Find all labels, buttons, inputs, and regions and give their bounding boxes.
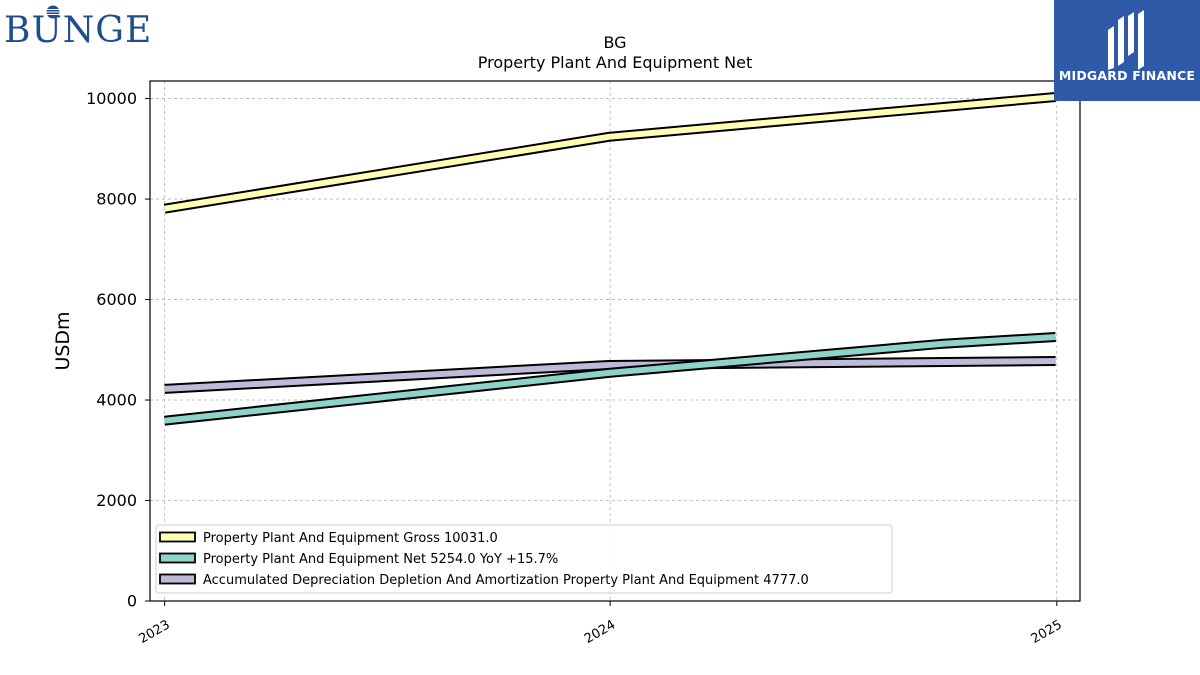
legend-label: Accumulated Depreciation Depletion And A…: [203, 573, 809, 588]
legend-swatch: [159, 552, 196, 564]
y-ticks: 0 2000 4000 6000 8000 10000: [86, 89, 150, 611]
bunge-logo: BUNGE: [4, 4, 174, 51]
y-tick-label: 0: [127, 592, 137, 611]
legend: Property Plant And Equipment Gross 10031…: [155, 524, 893, 594]
chart-title: BG: [603, 33, 626, 52]
y-tick-label: 8000: [96, 190, 137, 209]
midgard-emblem-icon: [1108, 10, 1144, 70]
legend-label: Property Plant And Equipment Gross 10031…: [203, 531, 498, 546]
grid: [150, 81, 1080, 602]
legend-label: Property Plant And Equipment Net 5254.0 …: [203, 552, 558, 567]
y-axis-label: USDm: [52, 311, 74, 370]
x-tick-label: 2024: [582, 617, 618, 647]
y-tick-label: 2000: [96, 491, 137, 510]
legend-box: [155, 524, 893, 594]
bunge-wordmark: BUNGE: [4, 10, 153, 51]
y-tick-label: 10000: [86, 89, 137, 108]
chart-subtitle: Property Plant And Equipment Net: [478, 53, 753, 72]
plot-frame: [149, 80, 1081, 602]
midgard-wordmark: MIDGARD FINANCE: [1058, 68, 1196, 83]
y-tick-label: 4000: [96, 391, 137, 410]
x-ticks: 2023 2024 2025: [136, 601, 1065, 647]
x-tick-label: 2023: [136, 617, 172, 647]
series-line: [164, 358, 1056, 392]
midgard-finance-logo: MIDGARD FINANCE: [1054, 0, 1200, 101]
series-lines: [163, 92, 1057, 426]
y-tick-label: 6000: [96, 290, 137, 309]
series-line: [164, 94, 1056, 212]
legend-swatch: [159, 531, 196, 543]
x-tick-label: 2025: [1029, 617, 1065, 647]
legend-swatch: [159, 573, 196, 585]
bunge-emblem-icon: [46, 5, 60, 19]
series-line: [164, 334, 1056, 424]
